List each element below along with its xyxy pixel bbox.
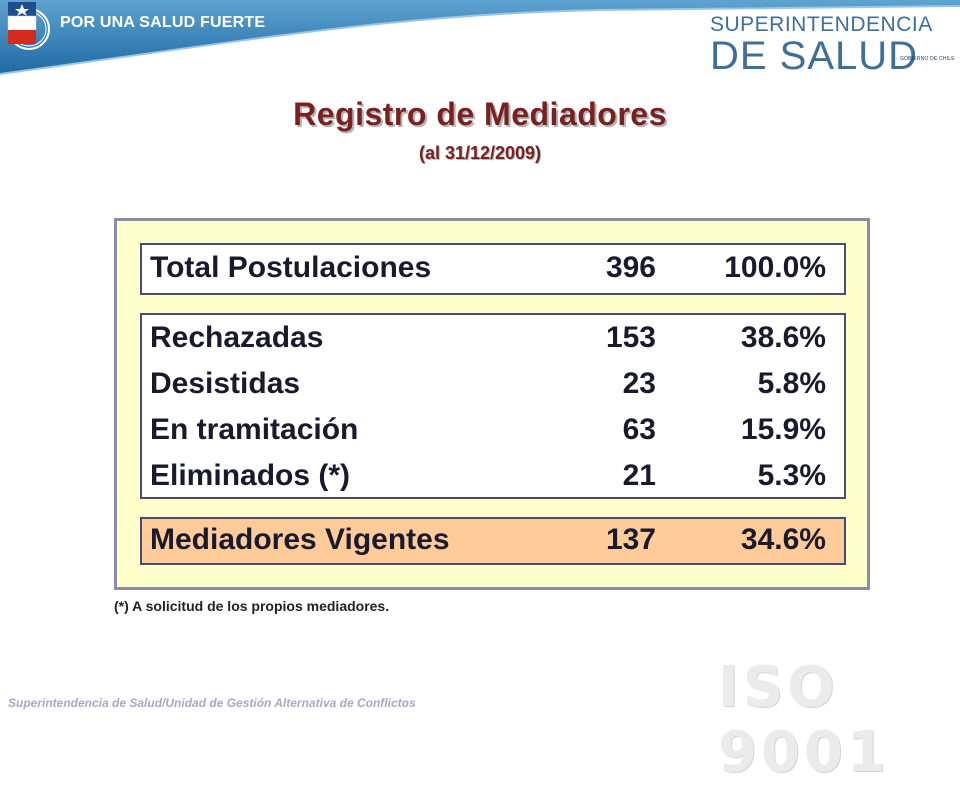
banner-background	[0, 0, 960, 75]
page-subtitle: (al 31/12/2009)	[418, 143, 542, 163]
row-percent: 5.3%	[757, 459, 826, 492]
table-row-total: Total Postulaciones 396 100.0%	[142, 245, 844, 291]
row-count: 23	[622, 367, 656, 400]
brand-logo: SUPERINTENDENCIA DE SALUD	[710, 13, 933, 78]
row-label: Rechazadas	[150, 321, 324, 354]
total-box: Total Postulaciones 396 100.0%	[140, 243, 846, 295]
row-percent: 34.6%	[740, 523, 826, 556]
row-count: 137	[605, 523, 656, 556]
table-row: Eliminados (*) 21 5.3%	[142, 453, 844, 499]
row-label: Mediadores Vigentes	[150, 523, 450, 556]
brand-top-text: SUPERINTENDENCIA	[710, 13, 933, 36]
table-row: En tramitación 63 15.9%	[142, 407, 844, 453]
table-row: Rechazadas 153 38.6%	[142, 315, 844, 361]
gov-caption: GOBIERNO DE CHILE	[900, 56, 955, 62]
row-label: Eliminados (*)	[150, 459, 351, 492]
slogan-text: POR UNA SALUD FUERTE	[60, 14, 266, 31]
government-shield-icon	[7, 2, 37, 44]
row-percent: 100.0%	[724, 251, 826, 284]
row-label: Desistidas	[150, 367, 301, 400]
table-row: Desistidas 23 5.8%	[142, 361, 844, 407]
brand-bottom-text: DE SALUD	[710, 34, 919, 78]
row-label: En tramitación	[150, 413, 359, 446]
page-title: Registro de Mediadores	[293, 96, 667, 132]
header-banner: POR UNA SALUD FUERTE SUPERINTENDENCIA DE…	[0, 0, 960, 80]
row-count: 63	[622, 413, 656, 446]
row-count: 21	[622, 459, 656, 492]
row-percent: 15.9%	[740, 413, 826, 446]
row-count: 396	[605, 251, 656, 284]
footer-text: Superintendencia de Salud/Unidad de Gest…	[8, 696, 416, 710]
row-percent: 38.6%	[740, 321, 826, 354]
vigentes-box: Mediadores Vigentes 137 34.6%	[140, 517, 846, 565]
detail-box: Rechazadas 153 38.6% Desistidas 23 5.8% …	[140, 313, 846, 499]
table-row-vigentes: Mediadores Vigentes 137 34.6%	[142, 517, 844, 563]
iso-watermark: ISO 9001	[718, 655, 890, 785]
row-count: 153	[605, 321, 656, 354]
row-label: Total Postulaciones	[150, 251, 432, 284]
row-percent: 5.8%	[757, 367, 826, 400]
footnote: (*) A solicitud de los propios mediadore…	[114, 598, 390, 614]
